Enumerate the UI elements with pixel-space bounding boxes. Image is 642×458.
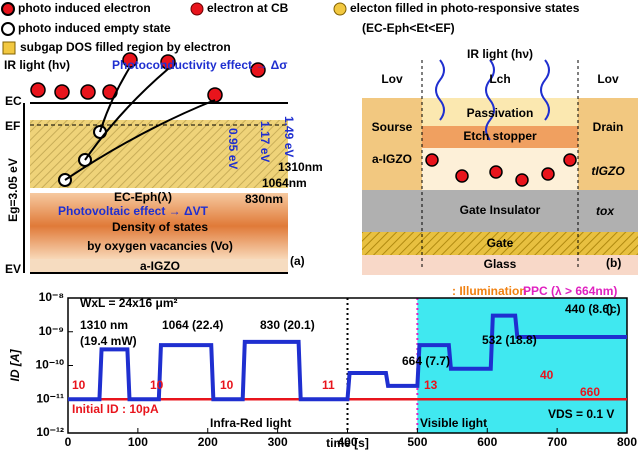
wavelength: 1064nm (262, 176, 307, 190)
annotation: WxL = 24x16 μm² (80, 296, 178, 310)
layer-label: Drain (593, 120, 624, 134)
annotation: : Illumination (452, 284, 527, 298)
x-tick-label: 200 (198, 435, 218, 449)
annotation: 1064 (22.4) (162, 318, 223, 332)
annotation: 40 (540, 368, 554, 382)
annotation: 1310 nm (80, 318, 128, 332)
x-tick-label: 0 (65, 435, 72, 449)
x-tick-label: 500 (407, 435, 427, 449)
pv-label: Photovoltaic effect → ΔVT (58, 204, 209, 218)
legend-icon (3, 42, 15, 54)
annotation: Visible light (420, 416, 487, 430)
e-label: 1.17 eV (258, 121, 272, 162)
x-tick-label: 700 (547, 435, 567, 449)
legend-icon (334, 3, 346, 15)
layer-label: Passivation (467, 106, 534, 120)
x-tick-label: 100 (128, 435, 148, 449)
e-label: 0.95 eV (226, 128, 240, 169)
panel-b: IR light (hν) Lov Lch Lov Passivation Et… (362, 47, 638, 275)
legend-text: electron at CB (207, 1, 289, 15)
annotation: 10 (220, 378, 234, 392)
source (362, 98, 422, 190)
y-tick-label: 10⁻⁹ (39, 324, 64, 338)
figure: photo induced electron electron at CB el… (0, 0, 642, 453)
annotation: 830 (20.1) (260, 318, 315, 332)
ef-label: EF (5, 119, 20, 133)
x-axis-label: time [s] (326, 436, 369, 450)
annotation: Infra-Red light (210, 416, 291, 430)
ecph-label: EC-Eph(λ) (114, 190, 172, 204)
y-axis-label: ID [A] (8, 349, 22, 382)
y-tick-label: 10⁻¹¹ (36, 391, 64, 405)
legend-text: photo induced electron (18, 1, 151, 15)
y-tick-label: 10⁻¹⁰ (36, 358, 65, 372)
panel-tag: (a) (290, 254, 305, 268)
pc-label: Photoconductivity effect → Δσ (112, 58, 288, 72)
annotation: VDS = 0.1 V (548, 407, 614, 421)
x-tick-label: 600 (477, 435, 497, 449)
legend-text: photo induced empty state (18, 21, 171, 35)
eg-label: Eg=3.05 eV (6, 158, 20, 222)
annotation: PPC (λ > 664nm) (523, 284, 617, 298)
legend-icon (2, 23, 14, 35)
ev-label: EV (5, 262, 21, 276)
panel-a: IR light (hν) Photoconductivity effect →… (4, 53, 323, 276)
panel-tag: (b) (606, 256, 621, 270)
thickness: tIGZO (591, 164, 625, 178)
legend-text: electon filled in photo-responsive state… (350, 1, 580, 15)
ec-label: EC (5, 94, 22, 108)
legend-icon (191, 3, 203, 15)
annotation: 13 (424, 378, 438, 392)
lov-label: Lov (381, 72, 403, 86)
annotation: 11 (322, 378, 335, 392)
wavelength: 830nm (245, 192, 283, 206)
legend-icon (2, 3, 14, 15)
annotation: 660 (580, 385, 600, 399)
lov-label: Lov (597, 72, 619, 86)
layer-label: a-IGZO (372, 152, 412, 166)
x-tick-label: 300 (268, 435, 288, 449)
layer-label: Glass (484, 257, 517, 271)
annotation: 10 (72, 378, 86, 392)
annotation: (19.4 mW) (80, 334, 137, 348)
dos-label: by oxygen vacancies (Vo) (87, 239, 233, 253)
thickness: tox (596, 204, 615, 218)
wavelength: 1310nm (278, 160, 323, 174)
annotation: 532 (18.8) (482, 333, 537, 347)
legend-text: subgap DOS filled region by electron (20, 40, 231, 54)
layer-label: a-IGZO (140, 259, 180, 273)
layer-label: Sourse (372, 120, 413, 134)
dos-label: Density of states (112, 220, 208, 234)
lch-label: Lch (489, 72, 510, 86)
annotation: Initial ID : 10pA (72, 402, 159, 416)
e-label: 1.49 eV (282, 116, 296, 157)
ir-label: IR light (hν) (467, 47, 533, 61)
annotation: 440 (8.6) (565, 302, 613, 316)
layer-label: Etch stopper (463, 129, 537, 143)
ir-label: IR light (hν) (4, 58, 70, 72)
layer-label: Gate Insulator (460, 203, 541, 217)
annotation: 10 (150, 378, 164, 392)
annotation: 664 (7.7) (402, 354, 450, 368)
y-tick-label: 10⁻⁸ (39, 290, 64, 304)
layer-label: Gate (487, 236, 514, 250)
legend-text: (EC-Eph<Et<EF) (362, 21, 455, 35)
y-tick-label: 10⁻¹² (36, 425, 64, 439)
x-tick-label: 800 (617, 435, 637, 449)
